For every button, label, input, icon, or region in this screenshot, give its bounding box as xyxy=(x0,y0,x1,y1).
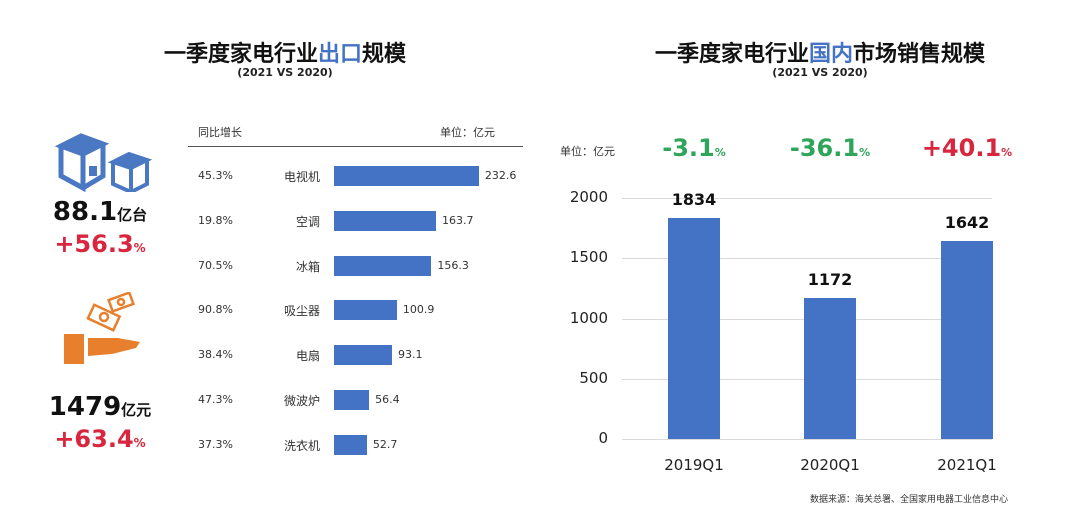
bar xyxy=(334,434,367,455)
bar xyxy=(941,241,993,439)
x-tick-label: 2020Q1 xyxy=(800,456,860,474)
title-highlight: 出口 xyxy=(317,42,362,67)
pct-sign: % xyxy=(714,146,726,159)
value-label: 100.9 xyxy=(402,303,435,317)
category-label: 冰箱 xyxy=(295,259,320,274)
category-label: 吸尘器 xyxy=(283,304,320,319)
growth-label: 70.5% xyxy=(198,258,233,272)
growth-label: -3.1% xyxy=(629,134,759,162)
value-label: 56.4 xyxy=(375,393,400,406)
growth-label: 37.3% xyxy=(198,437,233,451)
growth-label: 38.4% xyxy=(198,348,233,362)
growth-header: 同比增长 xyxy=(198,126,242,139)
title-text: 一季度家电行业 xyxy=(654,42,809,67)
value-label: 1172 xyxy=(807,269,853,289)
bar xyxy=(804,297,856,439)
amount-change-value: +63.4 xyxy=(54,425,134,453)
growth-value: +40.1 xyxy=(921,134,1002,162)
pct-sign: % xyxy=(859,146,871,159)
domestic-subtitle: (2021 VS 2020) xyxy=(772,66,868,79)
bar xyxy=(334,166,479,186)
title-highlight: 国内 xyxy=(808,42,853,67)
bar xyxy=(334,300,397,321)
pct-sign: % xyxy=(1001,146,1013,159)
pct-sign: % xyxy=(133,436,146,450)
volume-unit: 亿台 xyxy=(117,206,148,224)
export-volume-change: +56.3% xyxy=(10,230,190,258)
title-text: 市场销售规模 xyxy=(853,42,986,67)
bar xyxy=(334,390,370,410)
header-divider xyxy=(188,146,523,147)
category-label: 电视机 xyxy=(283,170,320,184)
export-volume: 88.1亿台 xyxy=(10,197,190,227)
bar xyxy=(668,218,720,439)
growth-value: -36.1 xyxy=(789,134,860,162)
growth-label: 90.8% xyxy=(198,303,233,317)
bar xyxy=(334,210,436,231)
gridline xyxy=(622,198,992,199)
value-label: 1834 xyxy=(671,190,717,209)
title-text: 一季度家电行业 xyxy=(163,42,318,67)
export-amount-change: +63.4% xyxy=(10,425,190,453)
export-amount: 1479亿元 xyxy=(10,392,190,422)
category-label: 洗衣机 xyxy=(283,438,320,453)
value-label: 156.3 xyxy=(437,258,469,272)
export-subtitle: (2021 VS 2020) xyxy=(237,66,333,79)
value-label: 93.1 xyxy=(398,348,423,362)
pct-sign: % xyxy=(133,241,146,255)
y-tick-label: 2000 xyxy=(569,188,608,206)
gridline xyxy=(622,439,992,440)
bar xyxy=(334,255,432,276)
y-tick-label: 1500 xyxy=(569,248,608,267)
box-icon xyxy=(55,133,153,192)
category-label: 空调 xyxy=(295,214,320,229)
x-tick-label: 2021Q1 xyxy=(937,456,997,474)
value-label: 232.6 xyxy=(484,169,517,182)
growth-value: -3.1 xyxy=(662,134,715,162)
growth-label: 45.3% xyxy=(198,169,233,182)
amount-value: 1479 xyxy=(48,392,122,422)
bar xyxy=(334,345,392,366)
title-text: 规模 xyxy=(362,42,407,67)
volume-change-value: +56.3 xyxy=(54,230,134,258)
amount-unit: 亿元 xyxy=(121,401,152,419)
growth-label: 47.3% xyxy=(198,393,233,406)
growth-label: +40.1% xyxy=(902,134,1032,162)
domestic-title: 一季度家电行业国内市场销售规模 xyxy=(620,36,1020,68)
volume-value: 88.1 xyxy=(52,197,118,227)
x-tick-label: 2019Q1 xyxy=(664,456,724,474)
category-label: 电扇 xyxy=(295,349,320,364)
unit-label: 单位：亿元 xyxy=(560,145,615,158)
money-hand-icon xyxy=(64,292,140,364)
export-title: 一季度家电行业出口规模 xyxy=(150,36,420,68)
y-tick-label: 0 xyxy=(598,429,608,447)
value-label: 52.7 xyxy=(372,437,398,451)
y-tick-label: 1000 xyxy=(569,308,608,327)
value-label: 1642 xyxy=(944,213,990,233)
category-label: 微波炉 xyxy=(283,394,320,408)
growth-label: 19.8% xyxy=(198,213,233,227)
y-tick-label: 500 xyxy=(579,368,608,387)
value-label: 163.7 xyxy=(441,213,474,227)
gridline xyxy=(622,258,992,260)
unit-label: 单位：亿元 xyxy=(440,126,495,139)
growth-label: -36.1% xyxy=(765,134,895,162)
data-source: 数据来源：海关总署、全国家用电器工业信息中心 xyxy=(810,495,1009,505)
